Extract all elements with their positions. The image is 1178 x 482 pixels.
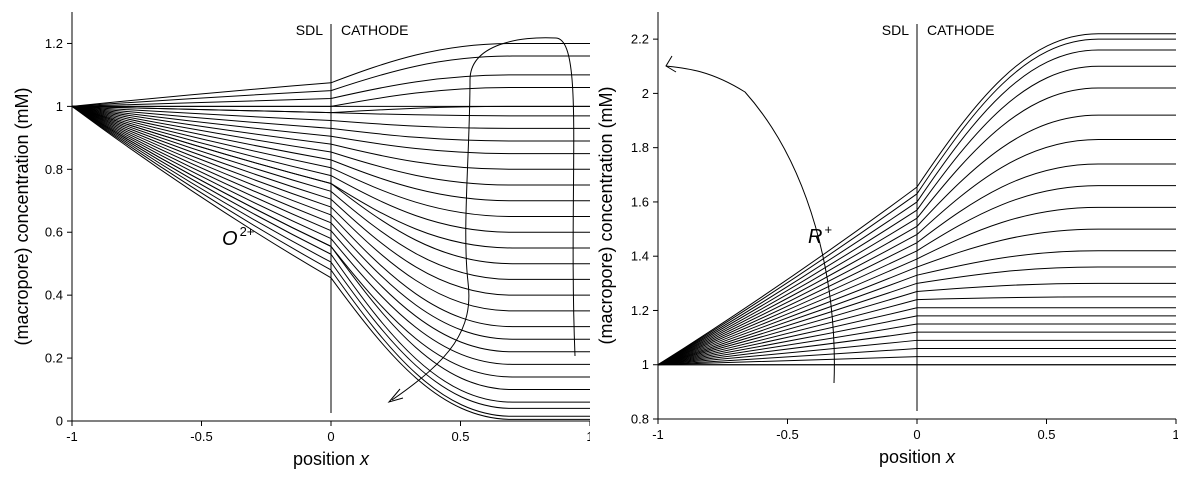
series-curve-7 bbox=[657, 315, 1176, 366]
time-arrow bbox=[665, 65, 835, 384]
x-tick-label: -0.5 bbox=[190, 429, 212, 444]
y-tick-label: 1 bbox=[56, 99, 63, 114]
chart-right-rplus: 0.8 1 1.2 1.4 1.6 1.8 2 2.2 -1 -0.5 0 0.5 1 position … bbox=[596, 12, 1178, 467]
region-label-cathode: CATHODE bbox=[927, 22, 994, 38]
species-symbol: R bbox=[808, 226, 822, 248]
series-curve-25 bbox=[71, 105, 590, 391]
series-curve-14 bbox=[71, 105, 590, 233]
x-axis-title-variable: x bbox=[359, 449, 370, 469]
series-curve-3 bbox=[71, 74, 590, 107]
series-curve-8 bbox=[657, 307, 1176, 366]
series-curve-16 bbox=[71, 105, 590, 265]
y-axis-title: (macropore) concentration (mM) bbox=[12, 87, 32, 345]
series-curve-28 bbox=[71, 105, 590, 417]
region-label-sdl: SDL bbox=[296, 22, 323, 38]
y-tick-label: 1.2 bbox=[631, 303, 649, 318]
y-tick-label: 0.8 bbox=[631, 412, 649, 427]
series-curve-10 bbox=[657, 282, 1176, 366]
y-tick-label: 0 bbox=[56, 414, 63, 429]
series-curve-18 bbox=[71, 105, 590, 296]
series-curve-9 bbox=[657, 296, 1176, 366]
x-tick-label: 1 bbox=[1172, 427, 1178, 442]
series-curve-13 bbox=[71, 105, 590, 217]
series-curve-7 bbox=[71, 105, 590, 129]
x-tick-label: 0.5 bbox=[451, 429, 469, 444]
series-curve-3 bbox=[657, 347, 1176, 366]
series-curve-11 bbox=[657, 266, 1176, 366]
y-tick-label: 0.4 bbox=[45, 288, 63, 303]
series-curve-20 bbox=[71, 105, 590, 328]
region-label-cathode: CATHODE bbox=[341, 22, 408, 38]
species-charge: + bbox=[824, 222, 832, 237]
time-arrow-head bbox=[387, 388, 404, 403]
series-curve-9 bbox=[71, 105, 590, 155]
series-curve-19 bbox=[71, 105, 590, 312]
time-arrow-head bbox=[665, 55, 677, 73]
series-curve-13 bbox=[657, 228, 1176, 366]
y-tick-label: 0.2 bbox=[45, 351, 63, 366]
y-tick-label: 0.6 bbox=[45, 225, 63, 240]
series-curve-12 bbox=[71, 105, 590, 202]
series-curve-21 bbox=[71, 105, 590, 340]
region-label-sdl: SDL bbox=[882, 22, 909, 38]
series-curve-22 bbox=[71, 105, 590, 353]
x-axis-title-text: position bbox=[879, 447, 946, 467]
species-symbol: O bbox=[222, 228, 238, 250]
y-tick-label: 0.8 bbox=[45, 162, 63, 177]
x-tick-label: 1 bbox=[586, 429, 590, 444]
series-curve-10 bbox=[71, 105, 590, 170]
x-tick-label: -0.5 bbox=[776, 427, 798, 442]
series-curve-1 bbox=[71, 42, 590, 107]
species-label: R + bbox=[808, 222, 832, 248]
species-label: O 2+ bbox=[222, 224, 254, 250]
series-curve-20 bbox=[657, 65, 1176, 366]
x-tick-label: -1 bbox=[66, 429, 78, 444]
y-tick-label: 1.2 bbox=[45, 36, 63, 51]
series-curve-2 bbox=[71, 55, 590, 107]
y-tick-label: 1.6 bbox=[631, 194, 649, 209]
series-curve-6 bbox=[71, 105, 590, 117]
species-charge: 2+ bbox=[240, 224, 255, 239]
series-curve-23 bbox=[657, 33, 1176, 366]
x-axis-title-text: position bbox=[293, 449, 360, 469]
y-tick-label: 1 bbox=[642, 357, 649, 372]
series-curve-14 bbox=[657, 206, 1176, 366]
time-arrow bbox=[391, 37, 576, 401]
series-curve-27 bbox=[71, 105, 590, 409]
series-curve-17 bbox=[71, 105, 590, 280]
series-curve-23 bbox=[71, 105, 590, 365]
y-axis-title: (macropore) concentration (mM) bbox=[596, 86, 616, 344]
chart-left-o2plus: 0 0.2 0.4 0.6 0.8 1 1.2 -1 -0.5 0 0.5 1 position x (m… bbox=[12, 12, 590, 469]
y-tick-label: 2 bbox=[642, 86, 649, 101]
x-tick-label: 0 bbox=[913, 427, 920, 442]
series-curve-5 bbox=[657, 331, 1176, 366]
x-tick-label: 0 bbox=[327, 429, 334, 444]
series-curve-4 bbox=[657, 339, 1176, 366]
x-axis-title: position x bbox=[879, 447, 956, 467]
x-tick-label: -1 bbox=[652, 427, 664, 442]
series-curve-8 bbox=[71, 105, 590, 142]
series-curve-26 bbox=[71, 105, 590, 403]
series-curve-29 bbox=[71, 105, 590, 420]
x-axis-title-variable: x bbox=[945, 447, 956, 467]
series-curve-17 bbox=[657, 139, 1176, 366]
series-curve-15 bbox=[657, 185, 1176, 366]
x-tick-label: 0.5 bbox=[1037, 427, 1055, 442]
x-axis-title: position x bbox=[293, 449, 370, 469]
y-tick-label: 1.4 bbox=[631, 249, 649, 264]
series-curve-22 bbox=[657, 38, 1176, 366]
series-curve-16 bbox=[657, 163, 1176, 366]
series-curve-2 bbox=[657, 356, 1176, 366]
series-curve-6 bbox=[657, 323, 1176, 366]
series-curve-12 bbox=[657, 250, 1176, 366]
series-curve-21 bbox=[657, 49, 1176, 366]
y-tick-label: 2.2 bbox=[631, 32, 649, 47]
series-curve-11 bbox=[71, 105, 590, 186]
series-curve-18 bbox=[657, 114, 1176, 366]
y-tick-label: 1.8 bbox=[631, 140, 649, 155]
series-curve-19 bbox=[657, 87, 1176, 366]
